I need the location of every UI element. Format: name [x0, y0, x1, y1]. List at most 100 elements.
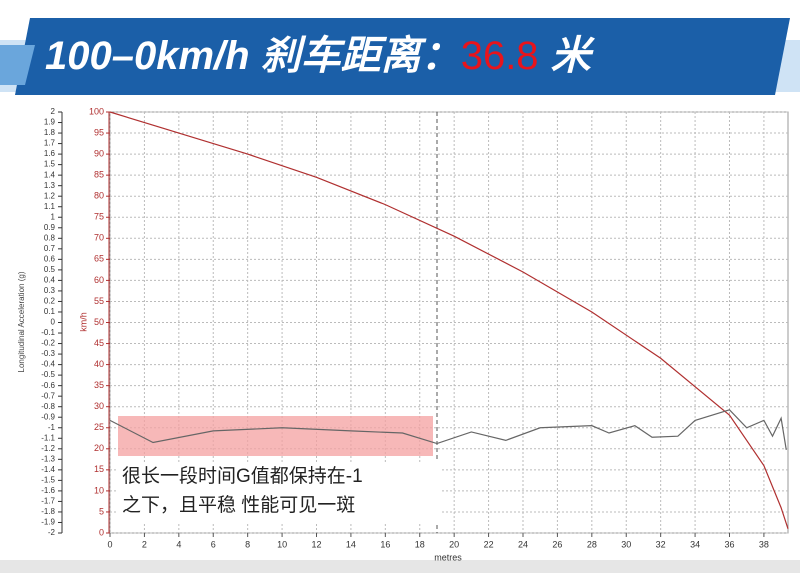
y2-tick-label: 1.7 [44, 139, 56, 148]
x-tick-label: 2 [142, 539, 147, 549]
x-tick-label: 26 [552, 539, 562, 549]
y2-tick-label: 1.9 [44, 118, 56, 127]
y2-tick-label: -1.2 [41, 444, 55, 453]
y2-tick-label: -1.7 [41, 497, 55, 506]
x-tick-label: 16 [380, 539, 390, 549]
y-tick-label: 70 [94, 233, 104, 243]
y2-tick-label: -0.7 [41, 391, 55, 400]
y-tick-label: 20 [94, 443, 104, 453]
y2-tick-label: -1.4 [41, 465, 55, 474]
annotation-bg [118, 462, 440, 524]
y2-tick-label: -1.8 [41, 507, 55, 516]
y-axis-label: km/h [78, 312, 88, 332]
y2-tick-label: -0.9 [41, 412, 55, 421]
y2-tick-label: 1.8 [44, 128, 56, 137]
title-suffix: 米 [551, 34, 596, 78]
title-highlight: 36.8 [461, 34, 539, 78]
y2-tick-label: -2 [48, 528, 56, 537]
y2-tick-label: 0.1 [44, 307, 56, 316]
y2-tick-label: 1.5 [44, 160, 56, 169]
y2-tick-label: -0.3 [41, 349, 55, 358]
y2-tick-label: 1 [51, 212, 56, 221]
y2-tick-label: -1.3 [41, 454, 55, 463]
y-tick-label: 30 [94, 401, 104, 411]
x-tick-label: 4 [176, 539, 181, 549]
y2-tick-label: 0.8 [44, 233, 56, 242]
y-tick-label: 65 [94, 254, 104, 264]
banner [15, 18, 790, 95]
y2-tick-label: 0.5 [44, 265, 56, 274]
y-tick-label: 80 [94, 191, 104, 201]
y2-tick-label: -0.8 [41, 402, 55, 411]
y2-tick-label: 0.7 [44, 244, 56, 253]
series-line [109, 409, 787, 450]
x-tick-label: 8 [245, 539, 250, 549]
y2-tick-label: 0.2 [44, 297, 56, 306]
banner-stripe [0, 45, 35, 85]
y-tick-label: 85 [94, 170, 104, 180]
x-tick-label: 20 [449, 539, 459, 549]
y2-tick-label: -1.1 [41, 433, 55, 442]
y-tick-label: 15 [94, 464, 104, 474]
series-line [109, 111, 789, 529]
y-tick-label: 45 [94, 338, 104, 348]
chart-title: 100–0km/h 刹车距离：36.8 米 [45, 34, 596, 78]
y-tick-label: 10 [94, 485, 104, 495]
y2-tick-label: 0.4 [44, 276, 56, 285]
x-tick-label: 32 [656, 539, 666, 549]
title-text: 100–0km/h 刹车距离： [45, 34, 461, 78]
y2-tick-label: -0.5 [41, 370, 55, 379]
y-tick-label: 5 [99, 506, 104, 516]
y2-tick-label: -0.4 [41, 360, 55, 369]
y-tick-label: 50 [94, 317, 104, 327]
x-tick-label: 34 [690, 539, 700, 549]
y2-tick-label: 1.4 [44, 170, 56, 179]
x-axis-label: metres [434, 552, 462, 562]
x-tick-label: 14 [346, 539, 356, 549]
x-tick-label: 10 [277, 539, 287, 549]
y2-tick-label: -0.6 [41, 381, 55, 390]
y2-tick-label: -1.6 [41, 486, 55, 495]
y-tick-label: 75 [94, 212, 104, 222]
x-tick-label: 22 [484, 539, 494, 549]
y-tick-label: 100 [89, 106, 104, 116]
y2-tick-label: 0.3 [44, 286, 56, 295]
y2-tick-label: 2 [51, 107, 56, 116]
y2-tick-label: 0.9 [44, 223, 56, 232]
y-tick-label: 95 [94, 127, 104, 137]
y2-tick-label: -1.9 [41, 518, 55, 527]
x-tick-label: 24 [518, 539, 528, 549]
y2-tick-label: -0.2 [41, 339, 55, 348]
annotation: 很长一段时间G值都保持在-1 [122, 465, 363, 487]
x-tick-label: 28 [587, 539, 597, 549]
x-tick-label: 0 [107, 539, 112, 549]
y2-tick-label: 0.6 [44, 254, 56, 263]
x-tick-label: 38 [759, 539, 769, 549]
x-tick-label: 12 [311, 539, 321, 549]
y-tick-label: 0 [99, 527, 104, 537]
y-tick-label: 40 [94, 359, 104, 369]
highlight-box [118, 416, 433, 456]
y-tick-label: 55 [94, 296, 104, 306]
footer-strip [0, 560, 800, 573]
y-tick-label: 25 [94, 422, 104, 432]
x-tick-label: 6 [211, 539, 216, 549]
y-tick-label: 60 [94, 275, 104, 285]
y2-tick-label: -1.5 [41, 475, 55, 484]
y2-tick-label: 1.1 [44, 202, 56, 211]
y2-tick-label: -0.1 [41, 328, 55, 337]
y2-tick-label: 1.3 [44, 181, 56, 190]
x-tick-label: 36 [724, 539, 734, 549]
y-tick-label: 90 [94, 148, 104, 158]
annotation: 之下，且平稳 性能可见一斑 [122, 494, 355, 516]
y2-tick-label: 0 [51, 318, 56, 327]
y2-axis-label: Longitudinal Acceleration (g) [17, 271, 26, 372]
y-tick-label: 35 [94, 380, 104, 390]
y2-tick-label: 1.6 [44, 149, 56, 158]
x-tick-label: 18 [415, 539, 425, 549]
y2-tick-label: -1 [48, 423, 56, 432]
y2-tick-label: 1.2 [44, 191, 56, 200]
x-tick-label: 30 [621, 539, 631, 549]
